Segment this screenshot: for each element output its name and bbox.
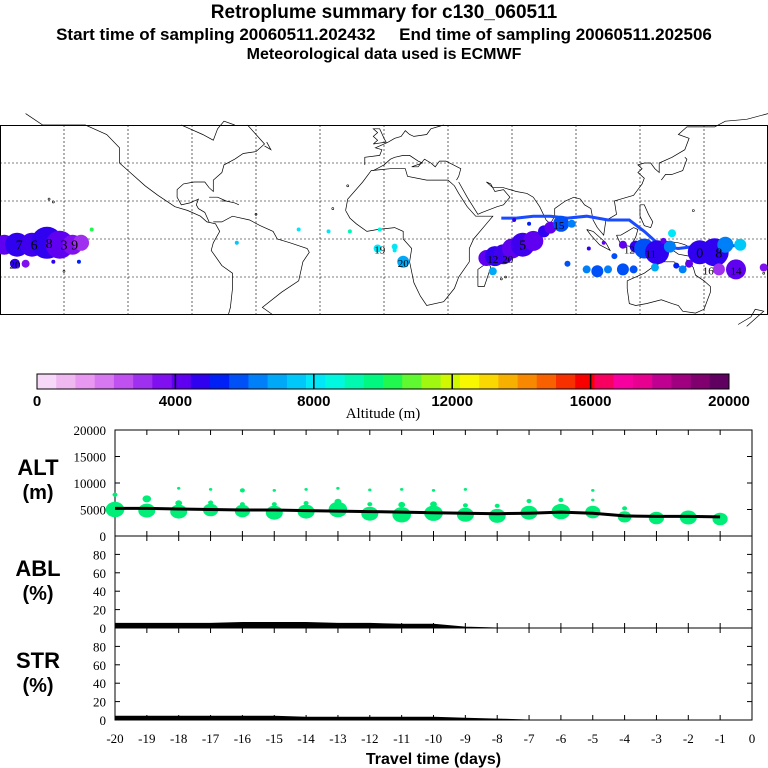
coastline <box>181 120 235 141</box>
coastline <box>586 229 611 252</box>
chart-title: Retroplume summary for c130_060511 <box>210 2 558 23</box>
plume-day-label: 12 <box>487 254 498 266</box>
plume-day-label: 20 <box>9 260 21 272</box>
coastline <box>458 113 768 237</box>
plume-marker <box>397 255 410 268</box>
plume-day-label: 20 <box>502 254 514 266</box>
plume-day-label: 20 <box>398 258 410 270</box>
coastline <box>176 124 265 223</box>
island <box>762 271 766 275</box>
coastline <box>264 141 272 151</box>
coastline <box>372 128 387 145</box>
plume-day-label: 12 <box>624 245 635 257</box>
plume-marker <box>21 259 30 268</box>
plume-marker <box>373 244 382 253</box>
plume-marker <box>76 259 81 264</box>
plume-marker <box>726 259 746 280</box>
plume-marker <box>645 240 670 265</box>
plume-marker <box>527 221 532 226</box>
plume-marker <box>377 227 382 232</box>
plume-marker <box>604 265 612 274</box>
met-data-line: Meteorological data used is ECMWF <box>246 46 522 63</box>
plume-marker <box>663 240 676 253</box>
plume-marker <box>660 237 667 244</box>
plume-marker <box>759 263 768 272</box>
plume-marker <box>668 229 676 238</box>
plume-marker <box>685 259 694 268</box>
plume-marker <box>326 229 331 234</box>
plume-day-label: 8 <box>715 246 722 261</box>
island <box>346 184 350 188</box>
coastline <box>639 204 654 229</box>
plume-marker <box>611 253 618 260</box>
plume-marker <box>347 229 352 234</box>
plume-marker <box>73 234 90 251</box>
plume-day-label: 0 <box>696 246 703 261</box>
island <box>500 277 503 281</box>
coastline <box>209 196 227 202</box>
plume-marker <box>734 238 747 251</box>
plume-marker <box>296 227 301 232</box>
plume-day-label: 14 <box>731 265 743 277</box>
plume-day-label: 8 <box>46 237 53 252</box>
plume-marker <box>564 260 571 267</box>
plume-marker <box>717 236 734 253</box>
plume-day-label: 5 <box>519 239 526 254</box>
plume-marker <box>89 227 94 232</box>
plume-marker <box>678 265 687 274</box>
coastline <box>737 308 765 327</box>
plume-day-label: 15 <box>553 220 565 232</box>
plume-marker <box>51 259 56 264</box>
plume-marker <box>629 265 638 274</box>
coastline <box>661 157 688 181</box>
island <box>52 200 55 204</box>
coastline <box>213 215 310 316</box>
plume-marker <box>586 246 591 251</box>
plume-day-label: 19 <box>374 245 386 257</box>
plume-marker <box>601 240 606 245</box>
plume-marker <box>512 218 517 222</box>
coastline <box>25 113 233 316</box>
coastline <box>364 124 444 165</box>
plume-marker <box>650 263 659 272</box>
coastline <box>626 259 711 314</box>
plume-marker <box>488 267 497 276</box>
plume-marker <box>712 263 725 276</box>
plume-marker <box>618 240 627 249</box>
plume-marker <box>582 265 591 274</box>
plume-marker <box>553 215 570 232</box>
coastline <box>345 168 494 306</box>
plume-marker <box>234 240 239 245</box>
coastline <box>221 200 240 206</box>
plume-marker <box>591 265 604 278</box>
plume-marker <box>673 262 680 269</box>
plume-day-label: 6 <box>31 239 38 254</box>
plume-day-label: 9 <box>71 239 78 254</box>
plume-day-label: 7 <box>16 239 23 254</box>
sampling-time: Start time of sampling 20060511.202432 E… <box>56 25 712 44</box>
island <box>62 269 66 273</box>
plume-marker <box>523 230 544 251</box>
plume-marker <box>391 243 398 250</box>
island <box>331 207 335 210</box>
island <box>47 197 51 201</box>
plume-marker <box>392 248 397 253</box>
island <box>692 209 695 212</box>
plume-day-label: 3 <box>61 239 68 254</box>
island <box>504 275 507 279</box>
plume-marker <box>9 258 20 269</box>
plume-day-label: 11 <box>645 248 656 260</box>
plume-day-label: 16 <box>703 265 715 277</box>
plume-marker <box>616 263 629 276</box>
plume-marker <box>567 219 576 228</box>
coastline <box>373 155 462 181</box>
island <box>254 213 258 216</box>
